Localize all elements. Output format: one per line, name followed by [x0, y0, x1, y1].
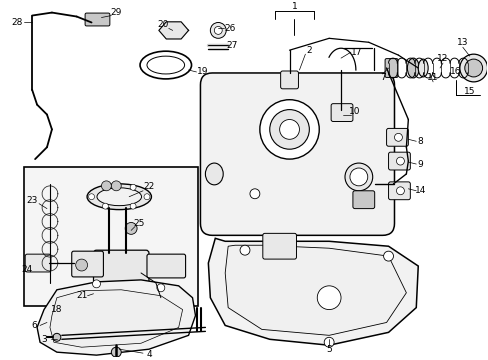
FancyBboxPatch shape	[262, 233, 296, 259]
Circle shape	[143, 288, 154, 298]
FancyBboxPatch shape	[388, 182, 409, 200]
FancyBboxPatch shape	[385, 59, 397, 77]
Circle shape	[383, 251, 393, 261]
Circle shape	[394, 133, 402, 141]
Circle shape	[76, 259, 87, 271]
Bar	[24, 167, 198, 306]
Circle shape	[88, 194, 94, 200]
Circle shape	[130, 203, 136, 209]
Circle shape	[345, 163, 372, 191]
Text: 21: 21	[76, 291, 87, 300]
Text: 16: 16	[449, 67, 461, 76]
FancyBboxPatch shape	[280, 71, 298, 89]
Circle shape	[210, 22, 226, 38]
Text: 3: 3	[41, 335, 47, 344]
Circle shape	[269, 109, 309, 149]
Text: 13: 13	[456, 38, 468, 47]
Text: 29: 29	[110, 8, 122, 17]
Circle shape	[111, 181, 121, 191]
Circle shape	[53, 333, 61, 341]
Text: 23: 23	[26, 196, 38, 205]
Circle shape	[130, 184, 136, 190]
Circle shape	[459, 54, 487, 82]
Circle shape	[157, 284, 164, 292]
Circle shape	[125, 222, 137, 234]
Text: 6: 6	[31, 321, 37, 330]
Circle shape	[249, 189, 259, 199]
Polygon shape	[159, 22, 188, 39]
Text: 28: 28	[12, 18, 23, 27]
Text: 26: 26	[224, 24, 235, 33]
Polygon shape	[37, 280, 195, 355]
Text: 7: 7	[379, 73, 385, 82]
Ellipse shape	[87, 184, 151, 210]
Polygon shape	[50, 290, 182, 347]
Text: 8: 8	[416, 137, 422, 146]
FancyBboxPatch shape	[93, 250, 149, 284]
Text: 17: 17	[350, 48, 362, 57]
Text: 25: 25	[133, 219, 144, 228]
Ellipse shape	[417, 59, 427, 77]
Circle shape	[92, 280, 100, 288]
Text: 15: 15	[463, 87, 474, 96]
Circle shape	[102, 203, 108, 209]
Text: 19: 19	[196, 67, 208, 76]
Text: 14: 14	[414, 186, 425, 195]
Text: 11: 11	[427, 73, 438, 82]
Text: 1: 1	[291, 2, 297, 11]
Circle shape	[143, 194, 150, 200]
Ellipse shape	[205, 163, 223, 185]
Text: 18: 18	[51, 305, 62, 314]
Text: 24: 24	[21, 265, 33, 274]
FancyBboxPatch shape	[200, 73, 394, 235]
Circle shape	[464, 59, 482, 77]
FancyBboxPatch shape	[147, 254, 185, 278]
Circle shape	[240, 245, 249, 255]
Circle shape	[317, 286, 340, 310]
Text: 22: 22	[143, 182, 154, 191]
Circle shape	[396, 157, 404, 165]
Text: 4: 4	[146, 350, 151, 359]
FancyBboxPatch shape	[388, 152, 409, 170]
Text: 27: 27	[226, 41, 237, 50]
FancyBboxPatch shape	[330, 104, 352, 121]
FancyBboxPatch shape	[120, 287, 143, 299]
Text: 2: 2	[306, 46, 311, 55]
Circle shape	[214, 26, 222, 34]
FancyBboxPatch shape	[352, 191, 374, 208]
Circle shape	[259, 100, 319, 159]
Circle shape	[165, 22, 181, 38]
Polygon shape	[225, 245, 406, 335]
Circle shape	[101, 181, 111, 191]
Circle shape	[102, 184, 108, 190]
Polygon shape	[208, 238, 417, 345]
Text: 9: 9	[416, 159, 422, 168]
Ellipse shape	[407, 58, 418, 78]
FancyBboxPatch shape	[25, 254, 51, 272]
Circle shape	[111, 347, 121, 357]
Text: 10: 10	[348, 107, 360, 116]
Text: 12: 12	[436, 54, 448, 63]
Circle shape	[324, 337, 333, 347]
Circle shape	[396, 187, 404, 195]
FancyBboxPatch shape	[386, 129, 407, 146]
Circle shape	[279, 120, 299, 139]
FancyBboxPatch shape	[72, 251, 103, 277]
FancyBboxPatch shape	[88, 284, 121, 301]
Text: 20: 20	[157, 20, 168, 29]
Ellipse shape	[97, 188, 141, 206]
Text: 5: 5	[325, 345, 331, 354]
Circle shape	[349, 168, 367, 186]
FancyBboxPatch shape	[85, 13, 110, 26]
